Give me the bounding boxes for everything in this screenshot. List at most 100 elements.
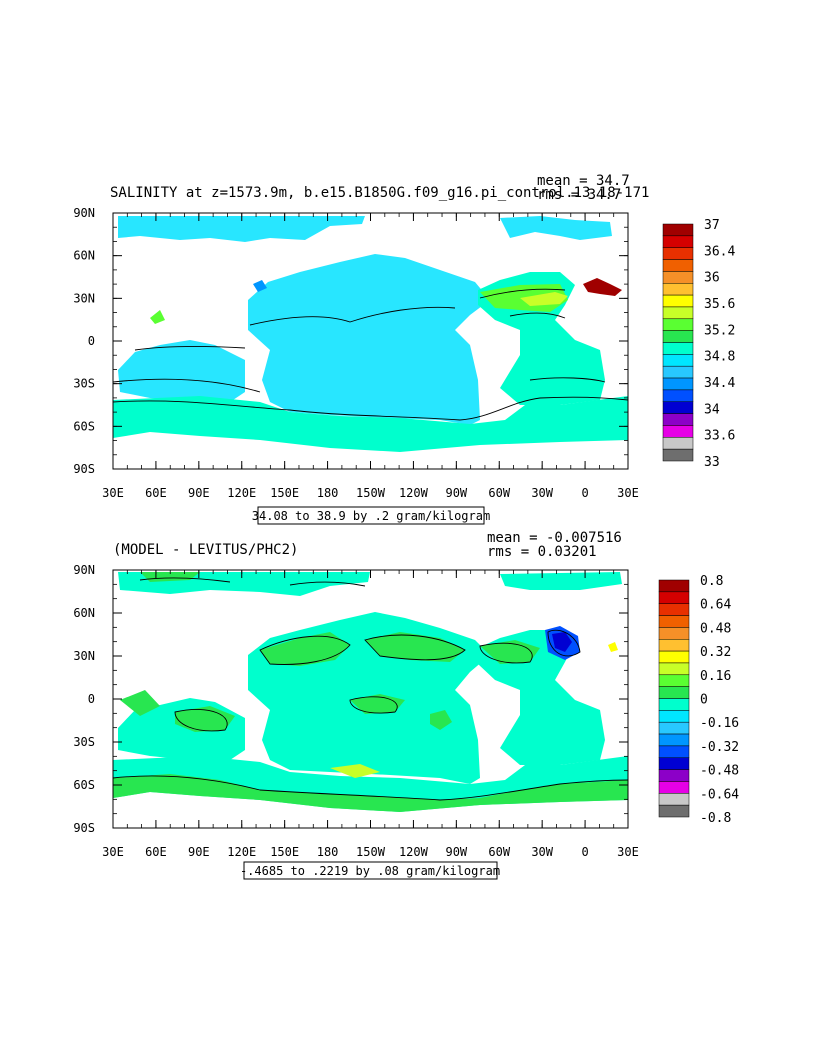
panel2-xtick-label: 60E — [145, 845, 167, 859]
panel1-colorbar: 37 36.4 36 35.6 35.2 34.8 34.4 34 33.6 33 — [662, 218, 735, 470]
panel1-colorbar-swatch — [662, 401, 694, 414]
panel2-xtick-label: 30E — [102, 845, 124, 859]
panel2-colorbar-label: -0.48 — [700, 764, 739, 779]
panel1-contour-label: 34.08 to 38.9 by .2 gram/kilogram — [252, 509, 490, 523]
panel1-contour-label-box — [257, 506, 485, 525]
panel1-xtick-label: 30W — [531, 486, 553, 500]
panel2-colorbar-swatch — [658, 733, 690, 747]
panel1-colorbar-label: 34.4 — [704, 376, 735, 391]
panel1-colorbar-swatch — [662, 247, 694, 260]
panel1-colorbar-swatch — [662, 413, 694, 426]
panel2-fill — [113, 572, 628, 812]
panel1-ytick-label: 0 — [88, 334, 95, 348]
panel2-colorbar-swatch — [658, 674, 690, 687]
panel1-ytick-label: 90S — [73, 462, 95, 476]
panel1-xtick-label: 60E — [145, 486, 167, 500]
panel1-colorbar-label: 34 — [704, 402, 720, 417]
panel1-colorbar-swatch — [662, 235, 694, 248]
panel1-ytick-label: 60S — [73, 419, 95, 433]
panel1-colorbar-label: 35.6 — [704, 297, 735, 312]
panel-salinity: SALINITY at z=1573.9m, b.e15.B1850G.f09_… — [73, 173, 735, 525]
panel2-colorbar-label: -0.64 — [700, 787, 739, 802]
region-positive-patches — [260, 632, 350, 666]
panel2-ytick-label: 0 — [88, 692, 95, 706]
panel2-colorbar-swatch — [658, 662, 690, 676]
panel1-xtick-label: 120W — [399, 486, 429, 500]
panel2-xtick-label: 120W — [399, 845, 429, 859]
panel2-colorbar-swatch — [658, 698, 690, 711]
panel2-colorbar-swatch — [658, 627, 690, 640]
panel1-xtick-label: 180 — [317, 486, 339, 500]
panel1-ytick-label: 30N — [73, 291, 95, 305]
panel2-colorbar-label: -0.32 — [700, 740, 739, 755]
panel2-colorbar-swatch — [658, 615, 690, 628]
panel1-contours — [112, 288, 629, 421]
panel2-xtick-label: 30W — [531, 845, 553, 859]
panel1-colorbar-swatch — [662, 306, 694, 320]
panel1-colorbar-swatch — [662, 318, 694, 331]
panel1-colorbar-label: 33 — [704, 455, 720, 470]
panel2-colorbar-label: 0.8 — [700, 574, 723, 589]
panel2-colorbar-label: 0 — [700, 693, 708, 708]
panel2-axes: 30E 60E 90E 120E 150E 180 150W 120W 90W 60W 30W 0 30… — [73, 563, 639, 859]
panel1-ytick-label: 60N — [73, 249, 95, 263]
panel1-xtick-label: 90W — [445, 486, 467, 500]
panel2-xtick-label: 150E — [270, 845, 299, 859]
panel2-ytick-label: 60S — [73, 778, 95, 792]
panel2-colorbar-swatch — [658, 579, 690, 593]
panel1-colorbar-swatch — [662, 437, 694, 450]
panel2-colorbar-swatch — [658, 793, 690, 806]
panel2-title: (MODEL - LEVITUS/PHC2) — [113, 542, 298, 558]
region-pacific — [248, 254, 490, 425]
panel1-colorbar-swatch — [662, 354, 694, 367]
panel2-colorbar-label: -0.8 — [700, 811, 731, 826]
panel2-contours — [112, 577, 629, 801]
panel2-colorbar-swatch — [658, 769, 690, 782]
panel1-colorbar-swatch — [662, 259, 694, 272]
panel2-xtick-label: 90W — [445, 845, 467, 859]
panel2-xtick-label: 150W — [356, 845, 386, 859]
panel2-mean: mean = -0.007516 — [487, 530, 622, 546]
panel2-ytick-label: 90S — [73, 821, 95, 835]
panel2-colorbar-label: 0.48 — [700, 621, 731, 636]
panel1-xtick-label: 90E — [188, 486, 210, 500]
panel1-colorbar-swatch — [662, 389, 694, 402]
panel2-colorbar-swatch — [658, 650, 690, 664]
panel1-colorbar-label: 36 — [704, 271, 720, 286]
panel2-ytick-label: 60N — [73, 606, 95, 620]
panel2-colorbar-swatch — [658, 781, 690, 794]
panel-difference: (MODEL - LEVITUS/PHC2) mean = -0.007516 … — [73, 530, 739, 880]
panel1-colorbar-swatch — [662, 271, 694, 284]
panel1-fill — [113, 216, 628, 452]
panel1-xtick-label: 150E — [270, 486, 299, 500]
panel1-colorbar-label: 37 — [704, 218, 720, 233]
panel2-xtick-label: 120E — [227, 845, 256, 859]
panel1-colorbar-swatch — [662, 448, 694, 462]
panel2-ytick-label: 30S — [73, 735, 95, 749]
panel2-colorbar-swatch — [658, 591, 690, 604]
region-southern-ocean — [113, 396, 628, 452]
panel2-xtick-label: 0 — [581, 845, 588, 859]
panel1-xtick-label: 30E — [617, 486, 639, 500]
panel1-xtick-label: 120E — [227, 486, 256, 500]
panel1-rms: rms = 34.7 — [537, 187, 621, 203]
panel1-colorbar-swatch — [662, 365, 694, 379]
panel2-ytick-label: 90N — [73, 563, 95, 577]
panel2-colorbar-swatch — [658, 603, 690, 616]
panel2-colorbar-label: 0.64 — [700, 598, 731, 613]
panel2-colorbar-label: -0.16 — [700, 716, 739, 731]
panel2-colorbar-swatch — [658, 757, 690, 770]
panel2-colorbar-swatch — [658, 745, 690, 759]
panel1-colorbar-swatch — [662, 377, 694, 391]
panel1-xtick-label: 60W — [488, 486, 510, 500]
panel2-rms: rms = 0.03201 — [487, 544, 597, 560]
panel2-colorbar-swatch — [658, 710, 690, 723]
panel1-colorbar-swatch — [662, 425, 694, 438]
panel1-title: SALINITY at z=1573.9m, b.e15.B1850G.f09_… — [110, 185, 649, 201]
panel2-colorbar-swatch — [658, 686, 690, 699]
panel1-xtick-label: 0 — [581, 486, 588, 500]
panel1-ytick-label: 90N — [73, 206, 95, 220]
panel1-colorbar-label: 33.6 — [704, 429, 735, 444]
